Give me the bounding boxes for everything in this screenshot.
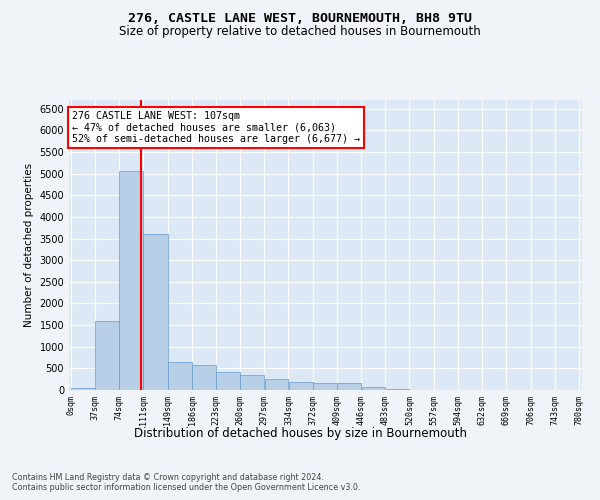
Bar — [143, 234, 168, 390]
Bar — [386, 388, 409, 390]
Text: Distribution of detached houses by size in Bournemouth: Distribution of detached houses by size … — [133, 428, 467, 440]
Text: 276, CASTLE LANE WEST, BOURNEMOUTH, BH8 9TU: 276, CASTLE LANE WEST, BOURNEMOUTH, BH8 … — [128, 12, 472, 26]
Bar — [217, 372, 240, 390]
Y-axis label: Number of detached properties: Number of detached properties — [24, 163, 34, 327]
Bar — [192, 366, 216, 390]
Bar — [168, 362, 192, 390]
Text: Size of property relative to detached houses in Bournemouth: Size of property relative to detached ho… — [119, 25, 481, 38]
Text: Contains HM Land Registry data © Crown copyright and database right 2024.: Contains HM Land Registry data © Crown c… — [12, 472, 324, 482]
Text: 276 CASTLE LANE WEST: 107sqm
← 47% of detached houses are smaller (6,063)
52% of: 276 CASTLE LANE WEST: 107sqm ← 47% of de… — [72, 111, 360, 144]
Text: Contains public sector information licensed under the Open Government Licence v3: Contains public sector information licen… — [12, 484, 361, 492]
Bar — [95, 320, 119, 390]
Bar — [119, 172, 143, 390]
Bar — [71, 388, 95, 390]
Bar — [289, 382, 313, 390]
Bar — [313, 382, 337, 390]
Bar — [362, 386, 385, 390]
Bar — [241, 375, 264, 390]
Bar — [265, 378, 288, 390]
Bar — [337, 384, 361, 390]
